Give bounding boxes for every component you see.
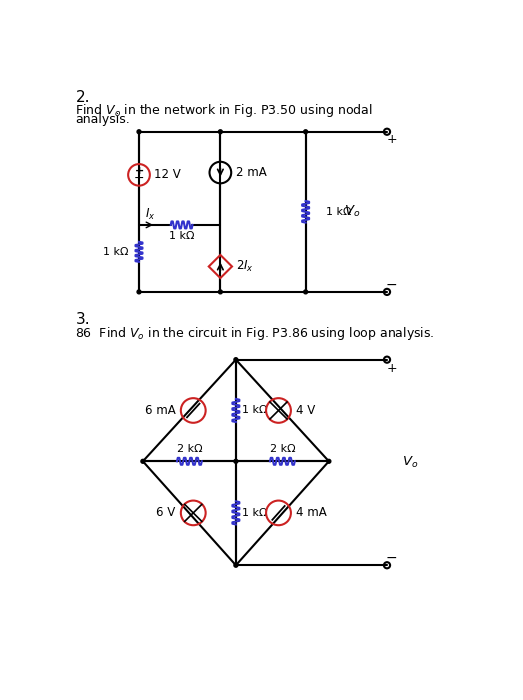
Circle shape <box>141 459 145 463</box>
Text: 1 kΩ: 1 kΩ <box>242 508 268 518</box>
Text: 86  Find $V_o$ in the circuit in Fig. P3.86 using loop analysis.: 86 Find $V_o$ in the circuit in Fig. P3.… <box>75 325 435 342</box>
Circle shape <box>234 564 238 567</box>
Circle shape <box>137 290 141 294</box>
Text: 4 mA: 4 mA <box>295 506 326 519</box>
Text: +: + <box>134 166 144 176</box>
Text: 1 kΩ: 1 kΩ <box>169 232 195 242</box>
Text: $I_x$: $I_x$ <box>145 207 155 223</box>
Circle shape <box>304 130 308 134</box>
Circle shape <box>234 459 238 463</box>
Text: 2.: 2. <box>75 90 90 105</box>
Circle shape <box>219 290 222 294</box>
Text: 2 kΩ: 2 kΩ <box>269 444 295 454</box>
Text: 1 kΩ: 1 kΩ <box>326 206 351 217</box>
Text: +: + <box>387 133 397 146</box>
Text: 4 V: 4 V <box>295 404 315 417</box>
Text: 12 V: 12 V <box>154 169 181 181</box>
Text: 1 kΩ: 1 kΩ <box>103 247 129 257</box>
Circle shape <box>304 290 308 294</box>
Text: $2I_x$: $2I_x$ <box>236 259 254 274</box>
Text: −: − <box>385 278 396 292</box>
Text: 2 kΩ: 2 kΩ <box>177 444 202 454</box>
Text: $V_o$: $V_o$ <box>403 454 419 470</box>
Text: −: − <box>385 552 396 566</box>
Text: 6 V: 6 V <box>156 506 175 519</box>
Text: Find $V_o$ in the network in Fig. P3.50 using nodal: Find $V_o$ in the network in Fig. P3.50 … <box>75 102 373 119</box>
Text: 3.: 3. <box>75 312 90 327</box>
Text: 1 kΩ: 1 kΩ <box>242 405 268 416</box>
Text: 2 mA: 2 mA <box>236 166 267 179</box>
Text: $V_o$: $V_o$ <box>344 204 361 219</box>
Text: analysis.: analysis. <box>75 113 130 126</box>
Circle shape <box>234 358 238 362</box>
Circle shape <box>219 130 222 134</box>
Text: +: + <box>387 363 397 375</box>
Text: −: − <box>134 172 144 186</box>
Text: 6 mA: 6 mA <box>145 404 176 417</box>
Circle shape <box>327 459 331 463</box>
Circle shape <box>137 130 141 134</box>
